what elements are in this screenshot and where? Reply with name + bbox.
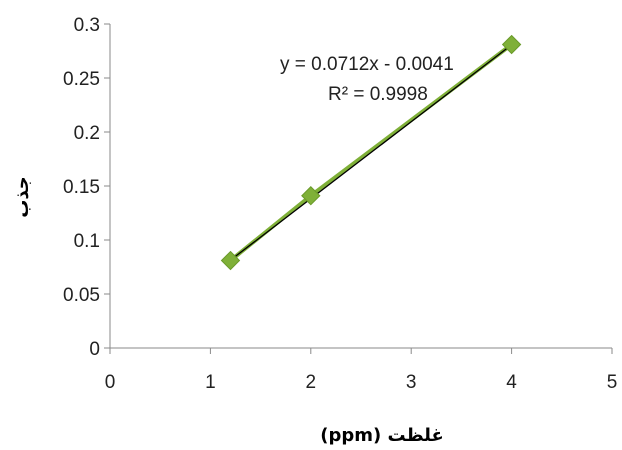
y-tick-label: 0.05 <box>63 285 100 306</box>
series-layer <box>220 34 522 271</box>
x-tick-label: 4 <box>506 372 517 393</box>
x-tick-label: 3 <box>406 372 417 393</box>
r-squared-label: R² = 0.9998 <box>328 84 428 105</box>
x-tick-label: 1 <box>205 372 216 393</box>
y-axis-title: جذب <box>12 176 33 217</box>
x-tick-label: 5 <box>607 372 618 393</box>
x-tick-label: 0 <box>105 372 116 393</box>
y-tick-label: 0.15 <box>63 177 100 198</box>
data-point-marker <box>301 186 321 206</box>
y-tick-label: 0.3 <box>74 15 100 36</box>
data-point-marker <box>501 34 522 55</box>
x-axis-ticks: 0 1 2 3 4 5 <box>105 348 618 393</box>
y-tick-label: 0.25 <box>63 69 100 90</box>
data-point-marker <box>220 250 241 271</box>
y-tick-label: 0 <box>89 339 100 360</box>
trendline <box>230 44 512 261</box>
x-tick-label: 2 <box>306 372 317 393</box>
y-tick-label: 0.1 <box>74 231 100 252</box>
equation-label: y = 0.0712x - 0.0041 <box>280 54 454 75</box>
y-tick-label: 0.2 <box>74 123 100 144</box>
y-axis-ticks: 0 0.05 0.1 0.15 0.2 0.25 0.3 <box>63 15 110 360</box>
x-axis-title: غلظت (ppm) <box>320 425 444 446</box>
